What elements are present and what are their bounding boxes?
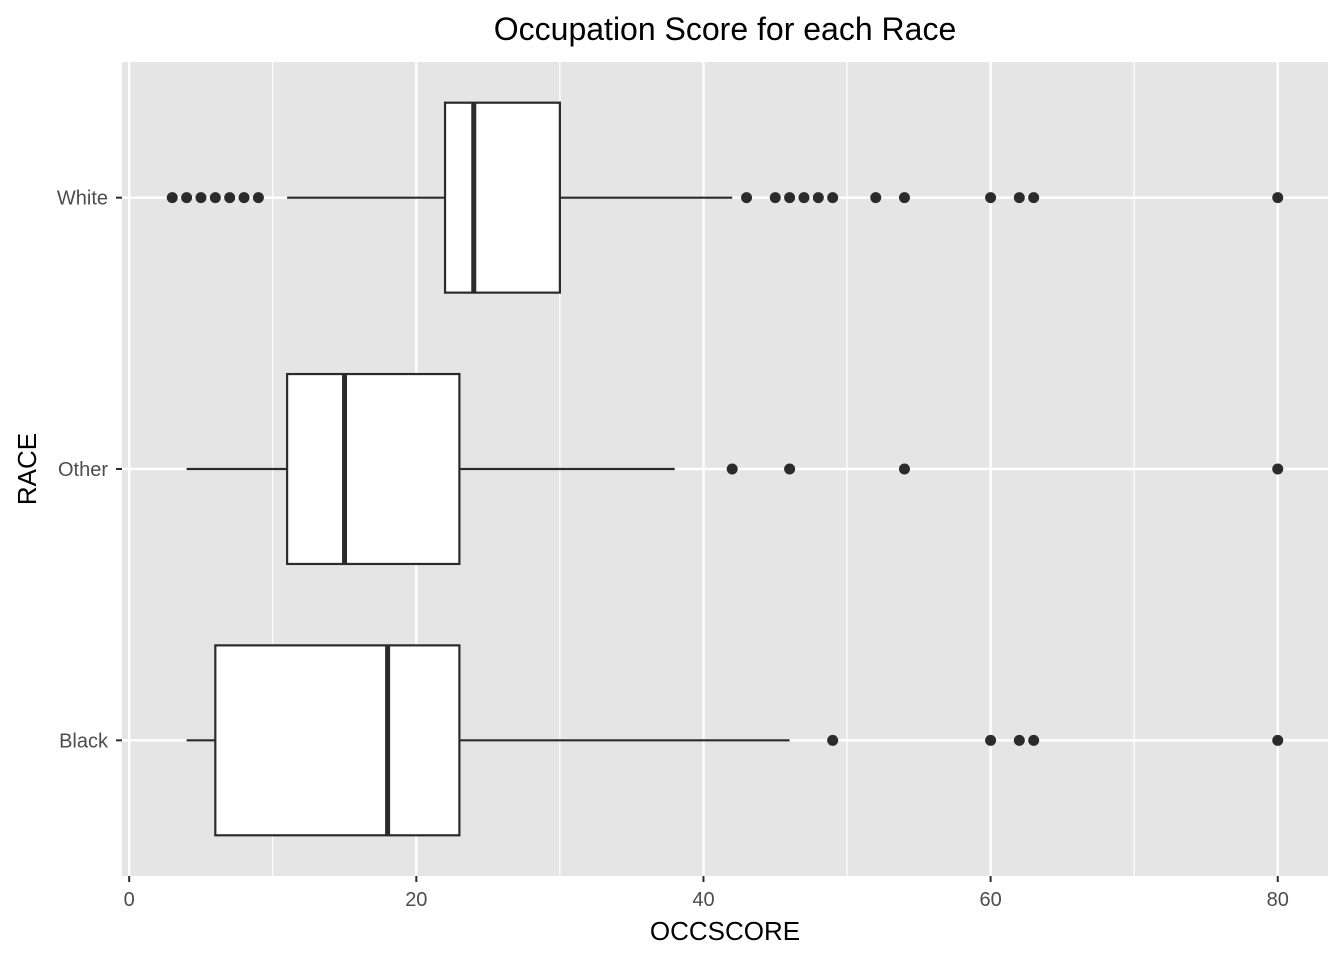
- outlier-point: [252, 192, 264, 204]
- x-tick-label: 20: [405, 889, 427, 911]
- y-tick-label: Black: [59, 730, 109, 752]
- outlier-point: [1272, 463, 1284, 475]
- outlier-point: [798, 192, 810, 204]
- outlier-point: [195, 192, 207, 204]
- x-tick-label: 0: [124, 889, 135, 911]
- outlier-point: [1272, 734, 1284, 746]
- y-tick-label: White: [57, 188, 108, 210]
- outliers-layer: [166, 192, 1284, 746]
- outlier-point: [181, 192, 193, 204]
- box-white: [287, 101, 733, 294]
- outlier-point: [1013, 192, 1025, 204]
- x-tick-label: 60: [979, 889, 1001, 911]
- y-axis-title: RACE: [12, 433, 42, 505]
- outlier-point: [898, 463, 910, 475]
- chart-title: Occupation Score for each Race: [494, 11, 956, 47]
- outlier-point: [238, 192, 250, 204]
- boxes-layer: [186, 101, 790, 837]
- outlier-point: [1028, 192, 1040, 204]
- iqr-box: [286, 372, 461, 566]
- outlier-point: [784, 192, 796, 204]
- outlier-point: [1272, 192, 1284, 204]
- outlier-point: [870, 192, 882, 204]
- outlier-point: [827, 192, 839, 204]
- iqr-box: [443, 101, 561, 294]
- outlier-point: [898, 192, 910, 204]
- outlier-point: [827, 734, 839, 746]
- outlier-point: [209, 192, 221, 204]
- outlier-point: [1013, 734, 1025, 746]
- x-axis: 0 20 40 60 80: [124, 876, 1289, 911]
- x-axis-title: OCCSCORE: [650, 916, 800, 946]
- outlier-point: [1028, 734, 1040, 746]
- y-axis: White Other Black: [57, 188, 122, 752]
- outlier-point: [784, 463, 796, 475]
- outlier-point: [769, 192, 781, 204]
- iqr-box: [214, 644, 461, 837]
- outlier-point: [812, 192, 824, 204]
- outlier-point: [726, 463, 738, 475]
- y-tick-label: Other: [58, 459, 108, 481]
- outlier-point: [741, 192, 753, 204]
- outlier-point: [985, 192, 997, 204]
- box-other: [186, 372, 675, 566]
- outlier-point: [985, 734, 997, 746]
- x-tick-label: 40: [692, 889, 714, 911]
- box-black: [186, 644, 790, 837]
- outlier-point: [166, 192, 178, 204]
- outlier-point: [224, 192, 236, 204]
- x-tick-label: 80: [1267, 889, 1289, 911]
